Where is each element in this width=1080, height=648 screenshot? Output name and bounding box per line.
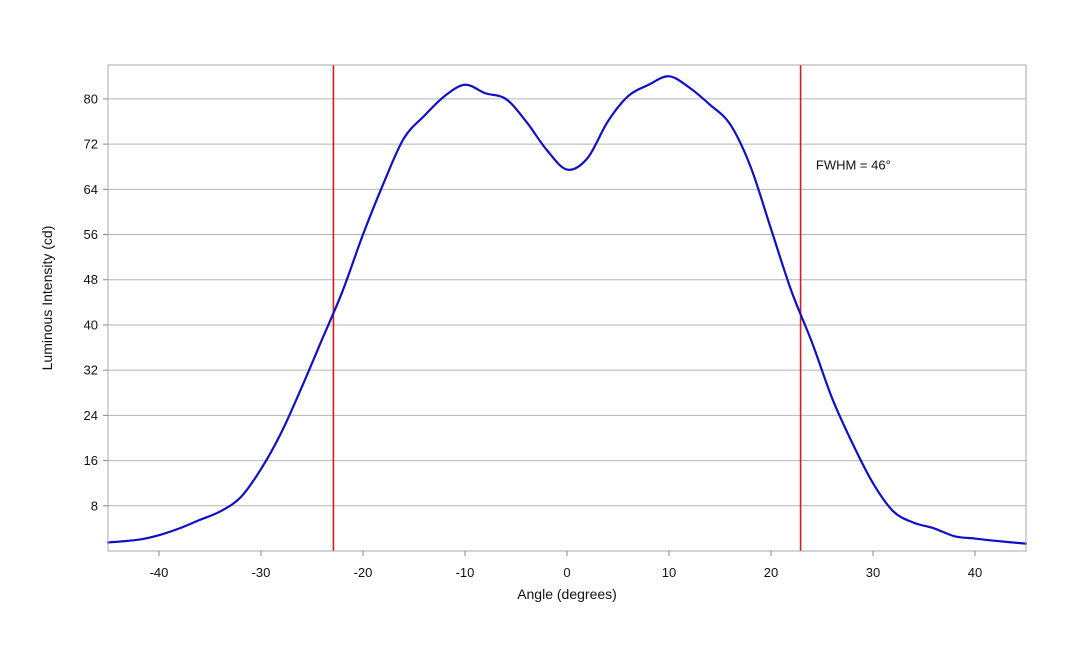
intensity-series-line [106,75,1028,545]
y-axis-ticks: 8 16 24 32 40 48 56 64 72 80 [84,91,108,513]
y-tick-label: 64 [84,182,98,197]
fwhm-annotation: FWHM = 46° [816,158,891,173]
x-tick-label: 10 [662,565,676,580]
plot-area-frame [107,64,1027,552]
x-axis-label: Angle (degrees) [517,586,617,602]
y-tick-label: 48 [84,272,98,287]
x-tick-label: 40 [968,565,982,580]
y-tick-label: 32 [84,363,98,378]
y-axis-label: Luminous Intensity (cd) [39,226,55,371]
y-tick-label: 80 [84,91,98,106]
x-tick-label: -10 [456,565,475,580]
x-tick-label: -20 [354,565,373,580]
series-layer [106,75,1028,545]
y-tick-label: 56 [84,227,98,242]
y-tick-label: 40 [84,317,98,332]
x-tick-label: -40 [150,565,169,580]
fwhm-markers [332,65,802,551]
x-tick-label: 30 [866,565,880,580]
y-tick-label: 8 [91,498,98,513]
gridlines [108,98,1026,507]
y-tick-label: 24 [84,408,98,423]
y-tick-label: 16 [84,453,98,468]
x-tick-label: -30 [252,565,271,580]
y-tick-label: 72 [84,137,98,152]
x-tick-label: 0 [563,565,570,580]
x-tick-label: 20 [764,565,778,580]
x-axis-ticks: -40 -30 -20 -10 0 10 20 30 40 [150,551,982,580]
